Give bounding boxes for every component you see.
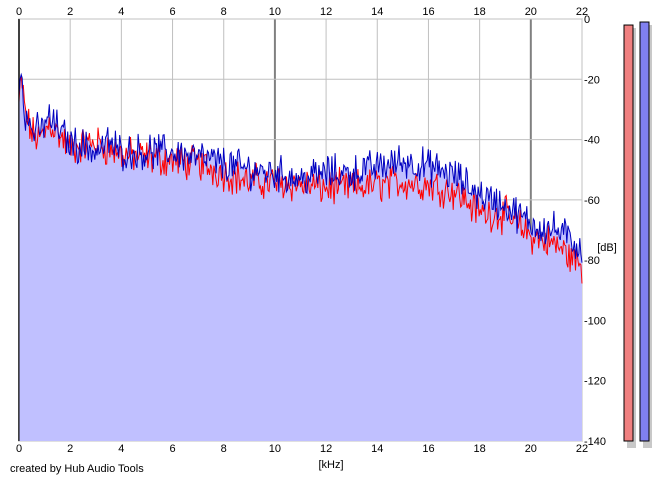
x-tick-label-bottom: 2 bbox=[67, 443, 73, 455]
y-tick-label: -40 bbox=[584, 135, 600, 147]
x-tick-label-top: 20 bbox=[525, 6, 537, 18]
x-tick-label-bottom: 0 bbox=[16, 443, 22, 455]
x-tick-label-bottom: 6 bbox=[169, 443, 175, 455]
credit-text: created by Hub Audio Tools bbox=[10, 463, 144, 475]
x-tick-label-top: 6 bbox=[169, 6, 175, 18]
right-channel-line bbox=[18, 72, 583, 263]
y-tick-label: -120 bbox=[584, 376, 606, 388]
y-axis-label: [dB] bbox=[597, 242, 617, 254]
x-axis-bottom: 0 2 4 6 8 10 12 14 16 18 20 22 bbox=[16, 443, 588, 455]
y-tick-label: -80 bbox=[584, 255, 600, 267]
x-tick-label-top: 14 bbox=[371, 6, 383, 18]
x-tick-label-top: 4 bbox=[118, 6, 124, 18]
x-tick-label-bottom: 18 bbox=[474, 443, 486, 455]
x-tick-label-top: 8 bbox=[221, 6, 227, 18]
x-tick-label-bottom: 4 bbox=[118, 443, 124, 455]
x-tick-label-bottom: 8 bbox=[221, 443, 227, 455]
spectrum-fill bbox=[19, 74, 582, 441]
x-tick-label-bottom: 22 bbox=[576, 443, 588, 455]
x-tick-label-bottom: 14 bbox=[371, 443, 383, 455]
x-tick-label-top: 18 bbox=[474, 6, 486, 18]
x-tick-label-bottom: 20 bbox=[525, 443, 537, 455]
x-axis-top: 0 2 4 6 8 10 12 14 16 18 20 22 bbox=[16, 6, 588, 18]
x-tick-label-top: 10 bbox=[269, 6, 281, 18]
level-meters bbox=[623, 21, 652, 449]
y-tick-label: -100 bbox=[584, 315, 606, 327]
y-tick-label: -140 bbox=[584, 436, 606, 448]
right-level-meter bbox=[639, 21, 650, 442]
y-tick-label: -60 bbox=[584, 195, 600, 207]
y-tick-label: 0 bbox=[584, 14, 590, 26]
x-tick-label-bottom: 10 bbox=[269, 443, 281, 455]
x-tick-label-top: 12 bbox=[320, 6, 332, 18]
x-axis-label: [kHz] bbox=[318, 459, 343, 471]
x-tick-label-bottom: 16 bbox=[422, 443, 434, 455]
y-axis: 0 -20 -40 -60 -80 -100 -120 -140 bbox=[584, 14, 606, 448]
x-tick-label-top: 22 bbox=[576, 6, 588, 18]
x-tick-label-bottom: 12 bbox=[320, 443, 332, 455]
left-level-meter bbox=[623, 24, 634, 442]
x-tick-label-top: 16 bbox=[422, 6, 434, 18]
y-tick-label: -20 bbox=[584, 74, 600, 86]
x-tick-label-top: 2 bbox=[67, 6, 73, 18]
x-tick-label-top: 0 bbox=[16, 6, 22, 18]
